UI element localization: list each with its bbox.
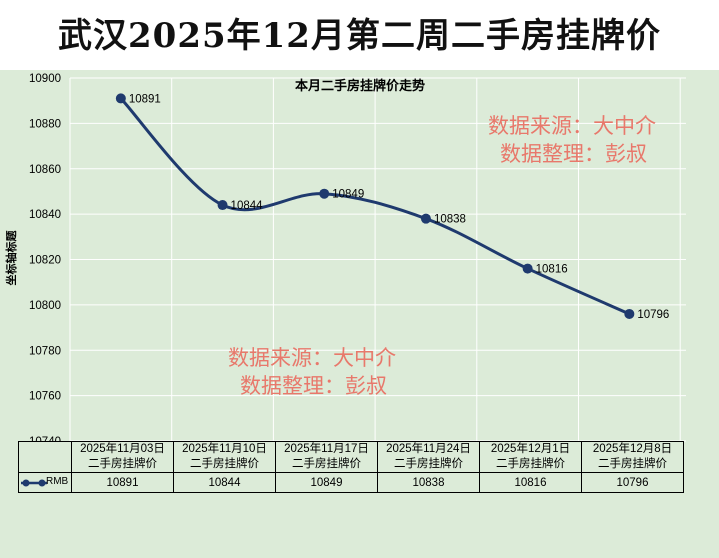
y-tick-label: 10880 (29, 118, 61, 130)
data-table-header-4: 2025年11月24日 二手房挂牌价 (377, 441, 480, 473)
category-sub: 二手房挂牌价 (190, 458, 259, 470)
data-table: 2025年11月03日 二手房挂牌价 2025年11月10日 二手房挂牌价 2025… (18, 441, 684, 493)
y-tick-label: 10820 (29, 255, 61, 267)
legend-label: RMB (46, 476, 69, 487)
watermark-middle: 数据来源：大中介 数据整理：彭叔 (228, 344, 396, 400)
y-tick-label: 10780 (29, 345, 61, 357)
y-tick-label: 10760 (29, 391, 61, 403)
watermark-top: 数据来源：大中介 数据整理：彭叔 (488, 112, 656, 168)
category-sub: 二手房挂牌价 (292, 458, 361, 470)
category-sub: 二手房挂牌价 (496, 458, 565, 470)
y-axis-title: 坐标轴标题 (4, 230, 18, 286)
data-label: 10796 (637, 309, 669, 321)
category-sub: 二手房挂牌价 (598, 458, 667, 470)
data-table-header-5: 2025年12月1日 二手房挂牌价 (479, 441, 582, 473)
legend-line-marker-icon (21, 479, 47, 487)
data-label: 10849 (332, 189, 364, 201)
category-sub: 二手房挂牌价 (88, 458, 157, 470)
data-label: 10838 (434, 214, 466, 226)
y-tick-label: 10840 (29, 209, 61, 221)
data-table-header-3: 2025年11月17日 二手房挂牌价 (275, 441, 378, 473)
data-table-value: 10849 (275, 472, 378, 493)
watermark-middle-line1: 数据来源：大中介 (228, 346, 396, 370)
data-point (115, 93, 126, 104)
category-sub: 二手房挂牌价 (394, 458, 463, 470)
series-rmb: 10891 10844 10849 10838 10816 10796 (115, 93, 669, 321)
gridlines (69, 77, 686, 442)
category-date: 2025年12月8日 (592, 443, 673, 455)
data-point (522, 263, 533, 274)
y-tick-label: 10800 (29, 300, 61, 312)
series-line (119, 97, 630, 316)
category-date: 2025年12月1日 (490, 443, 571, 455)
category-date: 2025年11月10日 (182, 443, 267, 455)
title-banner: 武汉2025年12月第二周二手房挂牌价 (0, 0, 719, 70)
category-date: 2025年11月17日 (284, 443, 369, 455)
data-table-value: 10816 (479, 472, 582, 493)
data-point (420, 213, 431, 224)
data-table-header-1: 2025年11月03日 二手房挂牌价 (71, 441, 174, 473)
watermark-top-line2: 数据整理：彭叔 (500, 142, 647, 166)
category-date: 2025年11月24日 (386, 443, 471, 455)
data-point (217, 200, 228, 211)
data-table-value: 10796 (581, 472, 684, 493)
legend-entry: RMB (18, 472, 72, 493)
data-table-value-row: RMB 10891 10844 10849 10838 10816 10796 (18, 472, 684, 493)
data-table-value: 10844 (173, 472, 276, 493)
y-tick-label: 10860 (29, 164, 61, 176)
category-date: 2025年11月03日 (80, 443, 165, 455)
watermark-middle-line2: 数据整理：彭叔 (240, 374, 387, 398)
data-label: 10816 (536, 264, 568, 276)
data-point (319, 188, 330, 199)
watermark-top-line1: 数据来源：大中介 (488, 114, 656, 138)
data-table-value: 10891 (71, 472, 174, 493)
y-axis: 1074010760107801080010820108401086010880… (29, 73, 61, 448)
data-table-corner (18, 441, 72, 473)
main-title: 武汉2025年12月第二周二手房挂牌价 (58, 16, 661, 56)
data-table-value: 10838 (377, 472, 480, 493)
data-label: 10844 (231, 200, 264, 212)
data-table-header-2: 2025年11月10日 二手房挂牌价 (173, 441, 276, 473)
data-table-header-6: 2025年12月8日 二手房挂牌价 (581, 441, 684, 473)
data-table-header-row: 2025年11月03日 二手房挂牌价 2025年11月10日 二手房挂牌价 2025… (18, 441, 684, 473)
data-point (624, 308, 635, 319)
data-label: 10891 (129, 93, 161, 105)
y-tick-label: 10900 (29, 73, 61, 85)
chart-title: 本月二手房挂牌价走势 (295, 78, 425, 93)
